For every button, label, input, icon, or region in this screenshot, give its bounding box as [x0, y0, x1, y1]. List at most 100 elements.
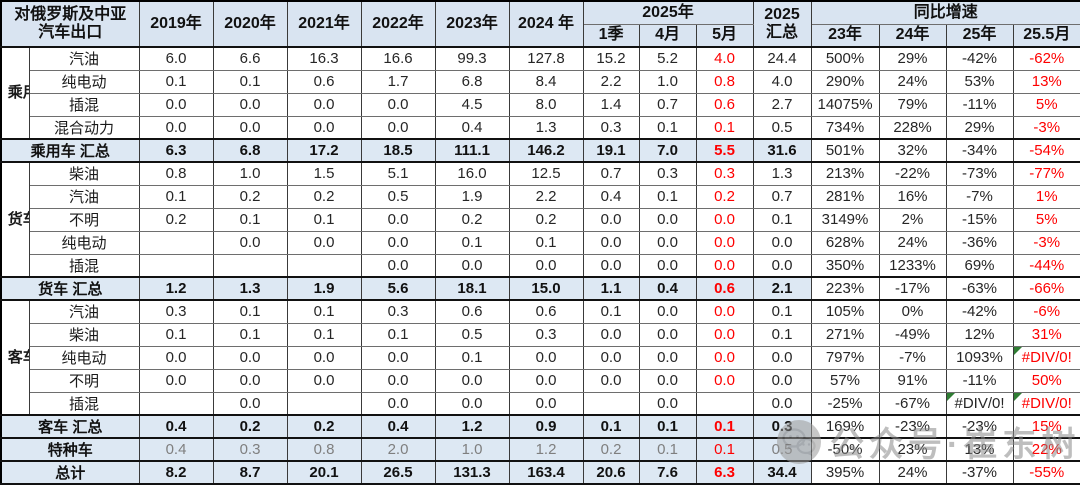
cell: 0.0 [286, 345, 362, 370]
cell [138, 253, 214, 278]
cell: 1.4 [582, 92, 640, 117]
cell: 5.1 [360, 161, 436, 186]
cell: 0.0 [695, 322, 754, 347]
cell: 0.1 [286, 299, 362, 324]
cell: 1.2 [434, 414, 510, 439]
cell: 0.3 [360, 299, 436, 324]
row-label: 插混 [28, 253, 140, 278]
cell: 0.0 [434, 253, 510, 278]
cell: 1.2 [508, 437, 584, 462]
table-row: 纯电动 0.0 0.0 0.0 0.1 0.1 0.0 0.0 0.0 0.0 628% 24% -36… [1, 230, 1080, 255]
cell: 34.4 [752, 460, 812, 485]
cell: 0.0 [360, 115, 436, 140]
cell: 5.5 [695, 138, 754, 163]
cell: 0.1 [638, 437, 697, 462]
cell: 16.0 [434, 161, 510, 186]
row-label: 柴油 [28, 161, 140, 186]
cell: 22% [1012, 437, 1080, 462]
cell: 99.3 [434, 46, 510, 71]
cell: 0.1 [138, 184, 214, 209]
cell: 15.0 [508, 276, 584, 301]
cell: 0.1 [212, 299, 288, 324]
cell: 163.4 [508, 460, 584, 485]
cell: 0.0 [695, 345, 754, 370]
cell: 0.0 [582, 207, 640, 232]
cell: -63% [945, 276, 1014, 301]
cell: 13% [1012, 69, 1080, 94]
cell: 0.1 [638, 184, 697, 209]
cell: 0.0 [752, 253, 812, 278]
cell: 2.2 [582, 69, 640, 94]
cell: -23% [945, 414, 1014, 439]
cell: 12% [945, 322, 1014, 347]
row-label: 混合动力 [28, 115, 140, 140]
cell: 0.0 [434, 368, 510, 393]
cell: 0.7 [638, 92, 697, 117]
cell: 1.3 [752, 161, 812, 186]
table-row: 不明 0.0 0.0 0.0 0.0 0.0 0.0 0.0 0.0 0.0 0.0 57% 91% -1… [1, 368, 1080, 393]
cell: 15% [1012, 414, 1080, 439]
cell: 0.7 [752, 184, 812, 209]
cell: 281% [810, 184, 880, 209]
col-header-growth-group: 同比增速 [810, 0, 1080, 25]
cell: 57% [810, 368, 880, 393]
cell: 53% [945, 69, 1014, 94]
table-row-summary: 货车 汇总 1.2 1.3 1.9 5.6 18.1 15.0 1.1 0.4 0.6 2.1 223… [0, 276, 1080, 301]
cell: 18.1 [434, 276, 510, 301]
cell: 0.0 [360, 345, 436, 370]
cell: 1.7 [360, 69, 436, 94]
cell: 0.0 [138, 115, 214, 140]
cell: 105% [810, 299, 880, 324]
cell: 0.6 [286, 69, 362, 94]
corner-line-2: 汽车出口 [38, 24, 103, 41]
cell: 0.0 [434, 391, 510, 416]
cell: 12.5 [508, 161, 584, 186]
cell: 0.0 [582, 368, 640, 393]
cell: 0.6 [434, 299, 510, 324]
cell [695, 391, 754, 416]
cell: 0.0 [582, 322, 640, 347]
cell: 0.1 [582, 414, 640, 439]
cell: 0.1 [638, 115, 697, 140]
cell: -37% [945, 460, 1014, 485]
cell: 0.0 [582, 230, 640, 255]
cell: #DIV/0! [1012, 345, 1080, 370]
table-row-special: 特种车 0.4 0.3 0.8 2.0 1.0 1.2 0.2 0.1 0.1 0.5 -50% 23%… [0, 437, 1080, 462]
col-header-q1: 1季 [582, 23, 640, 48]
col-header-2020: 2020年 [212, 0, 288, 48]
cell: 0.0 [212, 92, 288, 117]
row-label: 插混 [28, 391, 140, 416]
group-label: 货车 [0, 161, 30, 278]
col-header-2024: 2024 年 [508, 0, 584, 48]
cell: 0.0 [695, 207, 754, 232]
cell: 14075% [810, 92, 880, 117]
cell: 0.1 [360, 322, 436, 347]
row-label: 插混 [28, 92, 140, 117]
cell: -62% [1012, 46, 1080, 71]
row-label: 乘用车 汇总 [0, 138, 140, 163]
col-header-growth-255: 25.5月 [1012, 23, 1080, 48]
cell: 0.4 [582, 184, 640, 209]
cell: 1.0 [434, 437, 510, 462]
cell: 0.1 [752, 299, 812, 324]
row-label: 货车 汇总 [0, 276, 140, 301]
cell: 0.0 [360, 207, 436, 232]
table-row: 客车汽油0.30.10.10.30.60.60.10.00.00.1105%0%… [0, 299, 1080, 416]
cell: 0.2 [434, 207, 510, 232]
cell: 146.2 [508, 138, 584, 163]
row-label: 汽油 [28, 184, 140, 209]
table-row: 柴油 0.1 0.1 0.1 0.1 0.5 0.3 0.0 0.0 0.0 0.1 271% -49%… [1, 322, 1080, 347]
cell: -7% [878, 345, 947, 370]
cell: 0.9 [508, 414, 584, 439]
row-label: 特种车 [0, 437, 140, 462]
cell: 26.5 [360, 460, 436, 485]
table-row-summary: 乘用车 汇总 6.3 6.8 17.2 18.5 111.1 146.2 19.1 7.0 5.5… [0, 138, 1080, 163]
cell: 0.0 [695, 368, 754, 393]
row-label: 汽油 [28, 46, 140, 71]
cell: 5.2 [638, 46, 697, 71]
cell: 0.0 [695, 230, 754, 255]
cell: 111.1 [434, 138, 510, 163]
cell: 0.1 [434, 230, 510, 255]
cell: 0.2 [286, 184, 362, 209]
